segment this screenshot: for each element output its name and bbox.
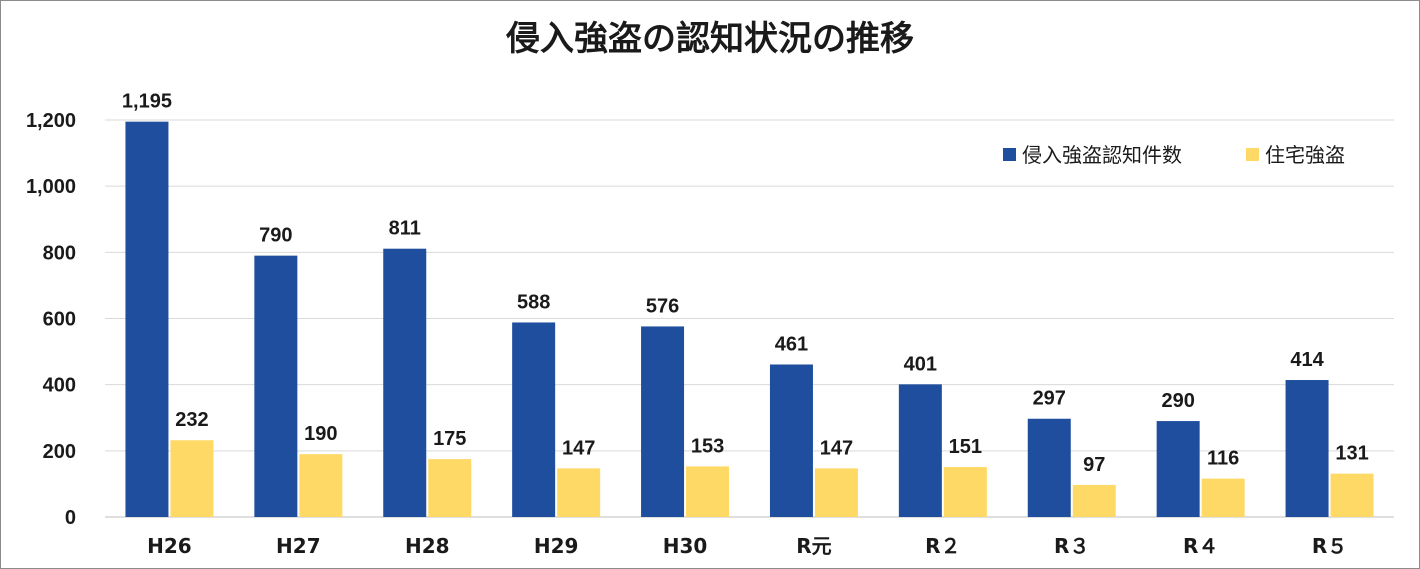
legend-label: 住宅強盗 — [1265, 143, 1345, 167]
data-label: 153 — [691, 435, 724, 457]
x-tick-label: R２ — [925, 534, 960, 558]
data-label: 97 — [1083, 454, 1105, 476]
data-label: 147 — [820, 437, 853, 459]
bar-intrusion-robbery — [125, 121, 169, 517]
y-tick-label: 1,000 — [26, 176, 76, 198]
y-tick-label: 200 — [43, 441, 76, 463]
gridlines — [105, 119, 1394, 518]
data-label: 151 — [949, 436, 982, 458]
legend-swatch — [1246, 148, 1259, 161]
data-label: 175 — [433, 428, 466, 450]
data-label: 297 — [1033, 388, 1066, 410]
bar-residential-robbery — [1330, 473, 1374, 517]
bar-residential-robbery — [557, 468, 601, 517]
x-axis: H26 H27 H28 H29 H30 R元 R２ R３ R４ R５ — [147, 534, 1347, 558]
legend-swatch — [1003, 148, 1016, 161]
bar-intrusion-robbery — [1156, 421, 1200, 517]
data-label: 811 — [389, 218, 421, 240]
data-label: 588 — [517, 291, 550, 313]
data-label: 401 — [904, 353, 937, 375]
data-label: 232 — [175, 409, 208, 431]
data-label: 147 — [562, 437, 595, 459]
bar-residential-robbery — [428, 459, 472, 517]
x-tick-label: H30 — [663, 534, 708, 558]
data-label: 190 — [304, 423, 337, 445]
bar-intrusion-robbery — [254, 255, 298, 517]
bar-residential-robbery — [170, 440, 214, 517]
y-tick-label: 400 — [43, 375, 76, 397]
x-tick-label: R元 — [796, 534, 831, 558]
data-label: 131 — [1335, 443, 1368, 465]
data-label: 290 — [1161, 390, 1194, 412]
legend: 侵入強盗認知件数 住宅強盗 — [1003, 143, 1345, 167]
y-tick-label: 1,200 — [26, 110, 76, 132]
data-label: 461 — [775, 333, 808, 355]
data-label: 414 — [1290, 349, 1324, 371]
data-label: 790 — [259, 225, 292, 247]
x-tick-label: H28 — [405, 534, 450, 558]
bar-intrusion-robbery — [1027, 418, 1071, 517]
bar-intrusion-robbery — [512, 322, 556, 517]
bar-intrusion-robbery — [769, 364, 813, 517]
bar-residential-robbery — [1201, 478, 1245, 517]
x-tick-label: H29 — [534, 534, 579, 558]
bar-residential-robbery — [1072, 484, 1116, 517]
y-axis: 0 200 400 600 800 1,000 1,200 — [26, 110, 76, 529]
data-label: 1,195 — [122, 91, 172, 113]
y-tick-label: 800 — [43, 242, 76, 264]
bar-residential-robbery — [299, 454, 343, 517]
bars — [125, 121, 1374, 518]
x-tick-label: R４ — [1183, 534, 1218, 558]
legend-label: 侵入強盗認知件数 — [1022, 143, 1182, 167]
bar-intrusion-robbery — [383, 248, 427, 518]
x-tick-label: H27 — [276, 534, 321, 558]
bar-residential-robbery — [686, 466, 730, 517]
data-label: 116 — [1207, 448, 1239, 470]
bar-intrusion-robbery — [641, 326, 685, 517]
x-tick-label: H26 — [147, 534, 192, 558]
bar-residential-robbery — [943, 467, 987, 517]
chart-title: 侵入強盗の認知状況の推移 — [505, 19, 914, 59]
bar-intrusion-robbery — [1285, 380, 1329, 517]
y-tick-label: 600 — [43, 309, 76, 331]
bar-residential-robbery — [814, 468, 858, 517]
data-label: 576 — [646, 295, 679, 317]
x-tick-label: R５ — [1312, 534, 1347, 558]
data-labels: 1,195 232 790 190 811 175 588 147 576 153 461 147 40… — [122, 91, 1369, 476]
x-tick-label: R３ — [1054, 534, 1089, 558]
y-tick-label: 0 — [65, 507, 76, 529]
bar-intrusion-robbery — [898, 384, 942, 517]
